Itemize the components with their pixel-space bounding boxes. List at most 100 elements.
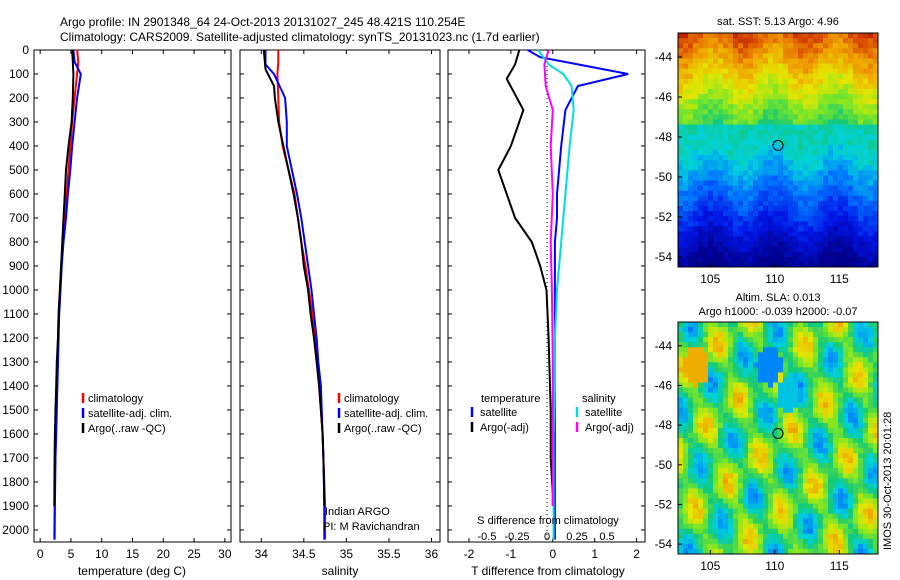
sla-cell xyxy=(823,377,829,383)
sla-cell xyxy=(753,382,759,388)
sst-cell xyxy=(853,165,859,171)
sst-cell xyxy=(768,73,774,80)
sst-cell xyxy=(678,175,684,181)
sst-cell xyxy=(718,200,724,207)
sla-cell xyxy=(748,322,754,328)
sla-cell xyxy=(828,417,834,424)
sla-cell xyxy=(753,453,759,459)
sst-cell xyxy=(693,109,699,115)
sst-cell xyxy=(733,170,739,176)
sst-xtick-label: 115 xyxy=(830,272,849,286)
sla-cell xyxy=(798,337,804,343)
sst-cell xyxy=(688,43,694,49)
sst-cell xyxy=(728,144,734,151)
sst-cell xyxy=(873,150,879,156)
sst-cell xyxy=(863,175,869,181)
sla-cell xyxy=(738,543,744,550)
sst-cell xyxy=(778,205,784,212)
sla-cell xyxy=(703,438,709,444)
sla-cell xyxy=(793,453,799,459)
sst-cell xyxy=(838,109,844,115)
sla-cell xyxy=(863,488,869,494)
sst-cell xyxy=(753,104,759,110)
sla-cell xyxy=(778,438,784,444)
sla-cell xyxy=(753,377,759,383)
sla-cell xyxy=(728,528,734,535)
sst-cell xyxy=(848,165,854,171)
sla-cell xyxy=(728,377,734,383)
sla-cell xyxy=(783,337,789,343)
sla-cell xyxy=(678,498,684,504)
sla-cell xyxy=(778,463,784,469)
sla-cell xyxy=(743,548,749,555)
sst-cell xyxy=(853,124,859,131)
sla-cell xyxy=(868,448,874,454)
sst-cell xyxy=(718,58,724,64)
sst-cell xyxy=(738,38,744,44)
sst-cell xyxy=(703,231,709,237)
sst-cell xyxy=(793,170,799,176)
sst-cell xyxy=(698,114,704,120)
sla-cell xyxy=(758,372,764,378)
sst-cell xyxy=(728,114,734,120)
sst-cell xyxy=(828,88,834,95)
sla-cell xyxy=(768,498,774,504)
sst-cell xyxy=(713,58,719,64)
sla-cell xyxy=(763,463,769,469)
sst-cell xyxy=(723,246,729,253)
sla-cell xyxy=(763,422,769,429)
sst-cell xyxy=(728,200,734,207)
sst-cell xyxy=(798,33,804,39)
sla-cell xyxy=(868,327,874,333)
sla-cell xyxy=(808,347,814,353)
sst-cell xyxy=(813,150,819,156)
s-difference-xlabel: S difference from climatology xyxy=(477,515,619,527)
sla-cell xyxy=(693,453,699,459)
sst-cell xyxy=(693,160,699,166)
sla-cell xyxy=(728,533,734,540)
sla-cell xyxy=(793,458,799,464)
sla-cell xyxy=(743,322,749,328)
sst-cell xyxy=(853,226,859,232)
sla-cell xyxy=(768,493,774,499)
sla-cell xyxy=(808,362,814,368)
sst-cell xyxy=(863,221,869,227)
sst-cell xyxy=(813,114,819,120)
sst-cell xyxy=(773,33,779,39)
sla-cell xyxy=(803,473,809,479)
sst-cell xyxy=(728,246,734,253)
sst-cell xyxy=(713,195,719,202)
sla-cell xyxy=(838,427,844,434)
sla-cell xyxy=(838,382,844,388)
sla-cell xyxy=(693,382,699,388)
sst-cell xyxy=(803,53,809,59)
sst-cell xyxy=(718,94,724,100)
sst-cell xyxy=(728,226,734,232)
sst-cell xyxy=(678,236,684,242)
sst-cell xyxy=(718,195,724,202)
sla-cell xyxy=(798,417,804,424)
sst-cell xyxy=(778,129,784,136)
sst-cell xyxy=(758,48,764,54)
sla-cell xyxy=(873,352,879,358)
sla-cell xyxy=(798,392,804,399)
sst-cell xyxy=(683,236,689,242)
sla-cell xyxy=(728,493,734,499)
sla-cell xyxy=(828,448,834,454)
sla-cell xyxy=(693,357,699,363)
sst-cell xyxy=(838,150,844,156)
sla-cell xyxy=(808,548,814,555)
sst-cell xyxy=(743,58,749,64)
sst-cell xyxy=(798,104,804,110)
sst-cell xyxy=(828,58,834,64)
sst-cell xyxy=(683,144,689,151)
sla-cell xyxy=(723,533,729,540)
sst-cell xyxy=(703,99,709,105)
sla-cell xyxy=(708,448,714,454)
sst-cell xyxy=(863,226,869,232)
sst-cell xyxy=(683,134,689,141)
sla-cell xyxy=(768,478,774,484)
sst-cell xyxy=(838,241,844,248)
sla-cell xyxy=(748,453,754,459)
sla-cell xyxy=(718,407,724,414)
